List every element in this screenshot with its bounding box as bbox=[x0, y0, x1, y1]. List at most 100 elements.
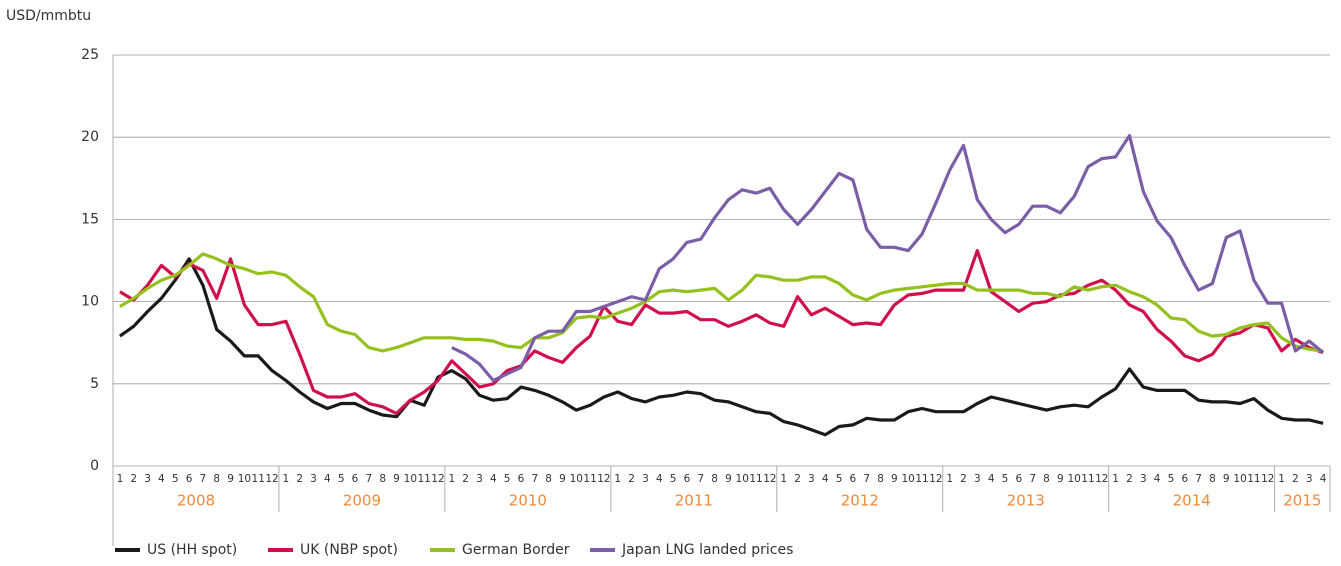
x-tick-label: 9 bbox=[891, 473, 898, 485]
legend-label: UK (NBP spot) bbox=[300, 542, 398, 558]
x-tick-label: 12 bbox=[1095, 473, 1108, 485]
x-tick-label: 11 bbox=[1247, 473, 1260, 485]
x-tick-label: 11 bbox=[252, 473, 265, 485]
x-tick-label: 1 bbox=[780, 473, 787, 485]
x-tick-label: 4 bbox=[324, 473, 331, 485]
y-tick-label: 20 bbox=[81, 129, 99, 145]
year-label: 2011 bbox=[675, 492, 713, 510]
x-tick-label: 12 bbox=[265, 473, 278, 485]
x-tick-label: 8 bbox=[545, 473, 552, 485]
x-tick-label: 2 bbox=[1126, 473, 1133, 485]
x-tick-label: 7 bbox=[1029, 473, 1036, 485]
x-tick-label: 8 bbox=[877, 473, 884, 485]
year-label: 2014 bbox=[1173, 492, 1211, 510]
x-tick-label: 2 bbox=[628, 473, 635, 485]
x-tick-label: 1 bbox=[283, 473, 290, 485]
year-label: 2013 bbox=[1007, 492, 1045, 510]
year-label: 2015 bbox=[1283, 492, 1321, 510]
x-tick-label: 7 bbox=[531, 473, 538, 485]
x-tick-label: 12 bbox=[597, 473, 610, 485]
year-label: 2012 bbox=[841, 492, 879, 510]
y-axis-label: USD/mmbtu bbox=[6, 8, 91, 24]
x-tick-label: 6 bbox=[518, 473, 525, 485]
x-tick-label: 6 bbox=[850, 473, 857, 485]
x-tick-label: 10 bbox=[1067, 473, 1080, 485]
x-tick-label: 5 bbox=[504, 473, 511, 485]
x-tick-label: 2 bbox=[130, 473, 137, 485]
x-tick-label: 7 bbox=[863, 473, 870, 485]
y-tick-label: 15 bbox=[81, 211, 99, 227]
x-tick-label: 3 bbox=[808, 473, 815, 485]
x-tick-label: 5 bbox=[670, 473, 677, 485]
x-tick-label: 10 bbox=[736, 473, 749, 485]
x-tick-label: 3 bbox=[974, 473, 981, 485]
x-tick-label: 3 bbox=[1306, 473, 1313, 485]
series-line bbox=[118, 257, 1324, 437]
x-tick-label: 12 bbox=[929, 473, 942, 485]
x-tick-label: 3 bbox=[476, 473, 483, 485]
x-tick-label: 11 bbox=[417, 473, 430, 485]
x-tick-label: 7 bbox=[1195, 473, 1202, 485]
legend-label: German Border bbox=[462, 542, 570, 558]
x-tick-label: 3 bbox=[144, 473, 151, 485]
x-tick-label: 11 bbox=[915, 473, 928, 485]
x-tick-label: 4 bbox=[656, 473, 663, 485]
x-tick-label: 3 bbox=[310, 473, 317, 485]
x-tick-label: 4 bbox=[158, 473, 165, 485]
x-tick-label: 8 bbox=[1209, 473, 1216, 485]
x-tick-label: 12 bbox=[431, 473, 444, 485]
y-tick-label: 0 bbox=[90, 458, 99, 474]
x-tick-label: 10 bbox=[404, 473, 417, 485]
x-tick-label: 10 bbox=[570, 473, 583, 485]
x-tick-label: 10 bbox=[238, 473, 251, 485]
x-tick-label: 1 bbox=[614, 473, 621, 485]
x-tick-label: 6 bbox=[684, 473, 691, 485]
x-tick-label: 2 bbox=[1292, 473, 1299, 485]
x-tick-label: 9 bbox=[393, 473, 400, 485]
y-tick-label: 5 bbox=[90, 376, 99, 392]
x-tick-label: 7 bbox=[697, 473, 704, 485]
x-tick-label: 10 bbox=[902, 473, 915, 485]
year-label: 2010 bbox=[509, 492, 547, 510]
x-tick-label: 1 bbox=[448, 473, 455, 485]
x-tick-label: 11 bbox=[583, 473, 596, 485]
x-tick-label: 4 bbox=[822, 473, 829, 485]
series-line bbox=[451, 134, 1325, 383]
x-tick-label: 12 bbox=[1261, 473, 1274, 485]
x-tick-label: 9 bbox=[559, 473, 566, 485]
x-tick-label: 8 bbox=[213, 473, 220, 485]
legend-label: US (HH spot) bbox=[147, 542, 237, 558]
x-tick-label: 5 bbox=[1168, 473, 1175, 485]
x-tick-label: 7 bbox=[200, 473, 207, 485]
legend-label: Japan LNG landed prices bbox=[621, 542, 793, 558]
x-tick-label: 12 bbox=[763, 473, 776, 485]
x-tick-label: 2 bbox=[960, 473, 967, 485]
x-tick-label: 4 bbox=[490, 473, 497, 485]
x-tick-label: 11 bbox=[749, 473, 762, 485]
series-line bbox=[119, 252, 1324, 353]
x-tick-label: 1 bbox=[1112, 473, 1119, 485]
x-tick-label: 9 bbox=[1223, 473, 1230, 485]
x-tick-label: 11 bbox=[1081, 473, 1094, 485]
x-tick-label: 1 bbox=[1278, 473, 1285, 485]
x-tick-label: 8 bbox=[1043, 473, 1050, 485]
x-tick-label: 3 bbox=[642, 473, 649, 485]
x-tick-label: 6 bbox=[1181, 473, 1188, 485]
x-tick-label: 6 bbox=[186, 473, 193, 485]
year-label: 2008 bbox=[177, 492, 215, 510]
x-tick-label: 1 bbox=[946, 473, 953, 485]
x-tick-label: 9 bbox=[725, 473, 732, 485]
x-tick-label: 2 bbox=[296, 473, 303, 485]
x-tick-label: 4 bbox=[1320, 473, 1327, 485]
x-tick-label: 8 bbox=[711, 473, 718, 485]
x-tick-label: 5 bbox=[1002, 473, 1009, 485]
x-tick-label: 2 bbox=[462, 473, 469, 485]
x-tick-label: 9 bbox=[227, 473, 234, 485]
x-tick-label: 4 bbox=[1154, 473, 1161, 485]
x-tick-label: 5 bbox=[172, 473, 179, 485]
x-tick-label: 9 bbox=[1057, 473, 1064, 485]
x-tick-label: 1 bbox=[117, 473, 124, 485]
x-tick-label: 5 bbox=[836, 473, 843, 485]
x-tick-label: 7 bbox=[366, 473, 373, 485]
